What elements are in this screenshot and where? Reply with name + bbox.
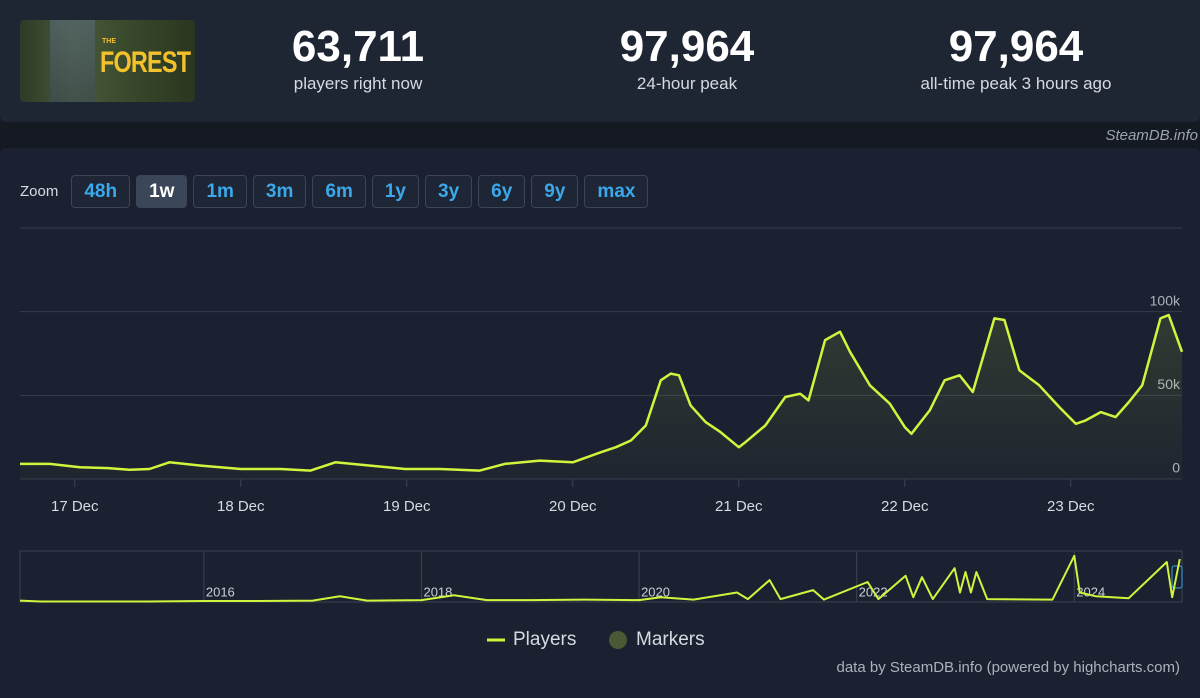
x-tick-label: 17 Dec — [51, 498, 99, 515]
zoom-button[interactable]: 1m — [193, 175, 247, 208]
stat-label: players right now — [293, 74, 423, 93]
logo-title: FOREST — [100, 46, 191, 79]
zoom-button[interactable]: 6m — [312, 175, 366, 208]
stat-label: all-time peak 3 hours ago — [920, 74, 1112, 93]
zoom-button[interactable]: 1y — [371, 175, 419, 208]
credits: data by SteamDB.info (powered by highcha… — [836, 659, 1181, 676]
stat-value: 97,964 — [619, 22, 755, 71]
zoom-button[interactable]: max — [584, 175, 649, 208]
zoom-button[interactable]: 6y — [478, 175, 526, 208]
zoom-label: Zoom — [20, 183, 59, 200]
zoom-button[interactable]: 9y — [531, 175, 579, 208]
zoom-button[interactable]: 48h — [71, 175, 131, 208]
stat-value: 63,711 — [291, 22, 425, 71]
y-tick-label: 100k — [1150, 292, 1181, 308]
area — [20, 315, 1182, 479]
line — [20, 313, 1184, 472]
x-tick-label: 22 Dec — [881, 498, 929, 515]
zoom-button[interactable]: 1w — [136, 175, 188, 208]
logo-small-text: THE — [102, 38, 116, 45]
stat-label: 24-hour peak — [636, 74, 738, 93]
stat: 97,964 all-time peak 3 hours ago — [866, 22, 1166, 96]
legend-label[interactable]: Markers — [636, 629, 705, 650]
zoom-bar: Zoom 48h 1w 1m 3m 6m 1y 3y 6y 9y max — [20, 175, 649, 208]
x-tick-label: 2016 — [206, 584, 235, 599]
legend-label[interactable]: Players — [513, 629, 576, 650]
legend-swatch[interactable] — [609, 631, 627, 649]
navigator-line — [19, 554, 1181, 603]
source-link[interactable]: SteamDB.info — [1105, 127, 1198, 144]
x-tick-label: 21 Dec — [715, 498, 763, 515]
stat: 97,964 24-hour peak — [537, 22, 837, 96]
game-logo: THE FOREST — [20, 20, 195, 102]
stat-value: 97,964 — [948, 22, 1084, 71]
x-tick-label: 19 Dec — [383, 498, 431, 515]
zoom-button[interactable]: 3m — [252, 175, 307, 208]
stat: 63,711 players right now — [208, 22, 508, 96]
x-tick-label: 20 Dec — [549, 498, 597, 515]
x-tick-label: 23 Dec — [1047, 498, 1095, 515]
x-tick-label: 2020 — [641, 584, 670, 599]
zoom-button[interactable]: 3y — [425, 175, 473, 208]
x-tick-label: 18 Dec — [217, 498, 265, 515]
navigator-frame — [19, 550, 1183, 603]
header: THE FOREST 63,711 players right now 97,9… — [0, 0, 1200, 122]
